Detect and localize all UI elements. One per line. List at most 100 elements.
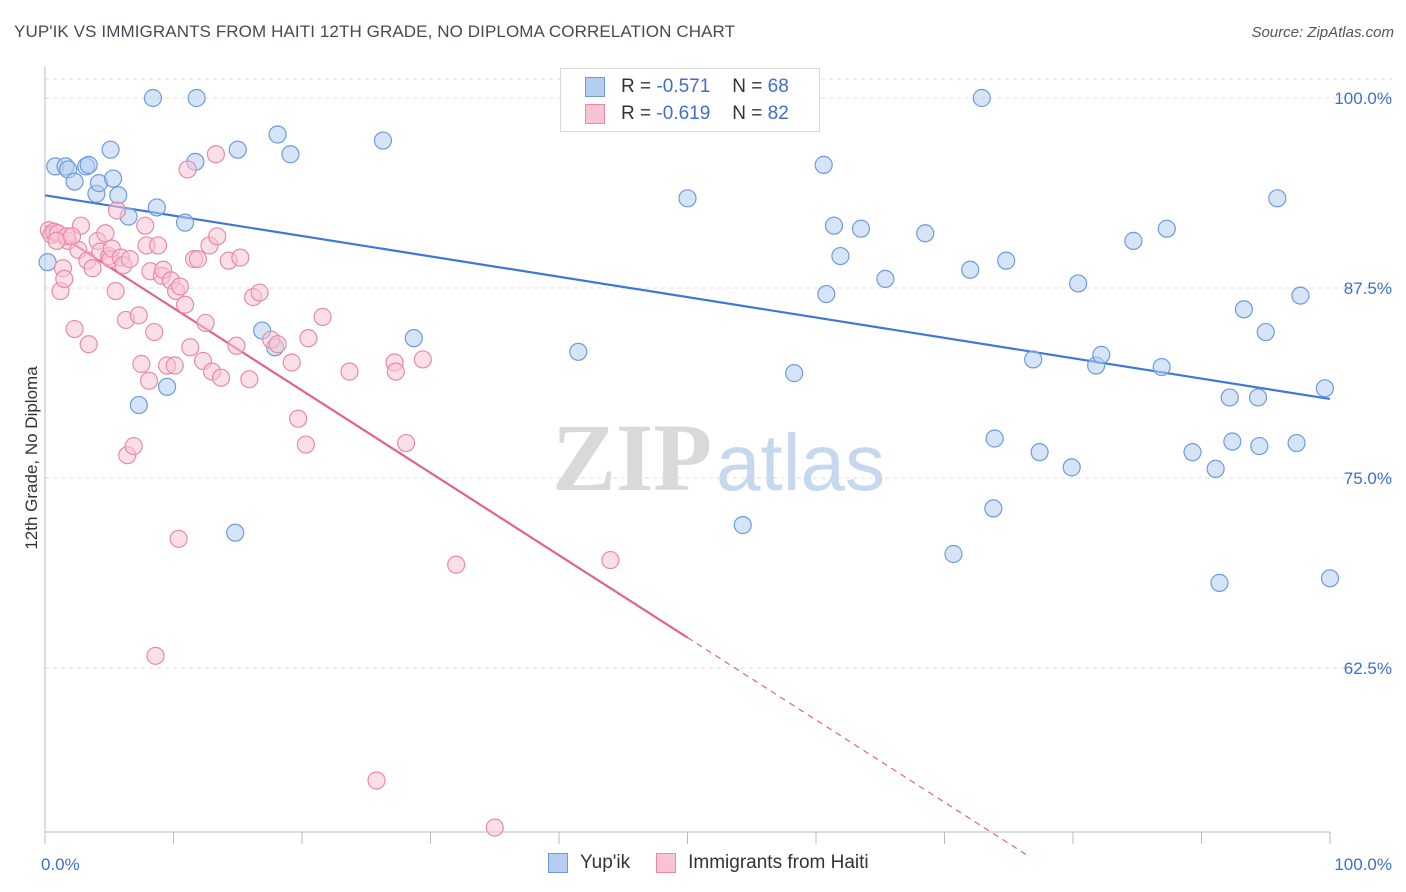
legend-row-yupik: R = -0.571 N = 68 [585,74,789,100]
point-yupik [1210,573,1229,592]
point-yupik [1320,569,1340,588]
point-yupik [1250,436,1269,456]
point-yupik [984,499,1003,518]
point-yupik [817,284,836,304]
point-haiti [65,319,84,339]
point-yupik [814,155,833,174]
point-haiti [386,362,405,381]
point-haiti [165,356,184,375]
point-haiti [83,259,102,278]
correlation-legend: R = -0.571 N = 68 R = -0.619 N = 82 [560,68,820,132]
point-yupik [785,364,804,383]
point-haiti [211,368,231,387]
point-yupik [1030,443,1049,462]
point-yupik [961,260,980,279]
point-yupik [175,213,195,232]
y-axis-label: 12th Grade, No Diploma [22,366,41,550]
legend-r-value-yupik: -0.571 [656,76,711,97]
legend-swatch-yupik [585,77,605,97]
watermark-zip: ZIP [552,404,712,511]
point-yupik [1024,350,1043,369]
point-yupik [1223,432,1242,451]
trend-line-haiti [44,224,689,639]
point-yupik [1062,458,1081,477]
point-yupik [733,516,752,535]
point-yupik [944,544,963,564]
point-yupik [985,429,1004,448]
point-haiti [181,338,200,357]
point-haiti [196,313,215,333]
point-haiti [178,160,197,179]
x-tick-label: 100.0% [1334,855,1392,874]
point-haiti [79,335,98,354]
point-yupik [831,246,850,266]
point-yupik [1315,379,1334,398]
trend-lines [44,194,1331,856]
point-haiti [120,250,139,269]
series-swatch-yupik [548,853,568,873]
point-haiti [231,248,250,267]
point-haiti [188,250,208,269]
legend-n-value-haiti: 82 [767,103,789,124]
axes [44,67,1331,844]
legend-n-label: N = [732,103,763,124]
series-legend-haiti[interactable]: Immigrants from Haiti [656,852,869,874]
point-yupik [1256,322,1275,342]
point-yupik [143,88,163,108]
point-yupik [1287,433,1306,453]
watermark-atlas: atlas [716,418,885,507]
watermark: ZIP atlas [552,404,885,511]
point-yupik [373,131,393,150]
series-legend-yupik[interactable]: Yup'ik [548,852,630,874]
point-yupik [38,253,57,272]
point-haiti [148,236,168,255]
y-tick-label: 75.0% [1344,469,1392,488]
point-yupik [1152,357,1171,377]
point-yupik [1268,189,1287,208]
point-yupik [1220,388,1239,407]
point-haiti [169,529,188,548]
point-yupik [129,395,148,415]
point-yupik [1248,388,1268,407]
point-haiti [55,269,74,288]
point-yupik [569,342,588,361]
point-yupik [972,88,991,108]
point-haiti [62,227,82,246]
point-haiti [170,277,190,296]
series-label-yupik: Yup'ik [580,852,631,873]
point-haiti [413,350,432,369]
point-yupik [1124,231,1143,250]
point-yupik [1291,286,1310,305]
legend-row-haiti: R = -0.619 N = 82 [585,101,789,127]
point-haiti [250,283,269,302]
point-haiti [485,818,504,837]
point-haiti [447,555,466,574]
point-haiti [367,771,386,790]
point-yupik [1069,274,1088,293]
point-haiti [124,436,143,456]
point-haiti [206,145,226,164]
point-haiti [107,201,127,220]
point-yupik [226,523,245,542]
point-yupik [65,172,84,191]
trend-line-yupik [44,194,1331,401]
point-haiti [129,306,148,325]
point-haiti [282,353,301,372]
y-tick-label: 62.5% [1344,659,1392,678]
y-tick-label: 100.0% [1334,89,1392,108]
point-yupik [678,189,697,208]
point-yupik [109,186,128,205]
point-yupik [228,140,247,159]
point-yupik [1092,345,1111,364]
point-yupik [876,269,895,288]
point-haiti [139,371,159,390]
point-yupik [147,198,166,217]
point-haiti [268,335,287,354]
legend-swatch-haiti [585,104,605,124]
data-points [38,88,1340,837]
point-haiti [146,646,165,665]
point-yupik [1157,219,1176,238]
point-haiti [47,231,66,250]
source-label: Source: ZipAtlas.com [1251,24,1394,41]
